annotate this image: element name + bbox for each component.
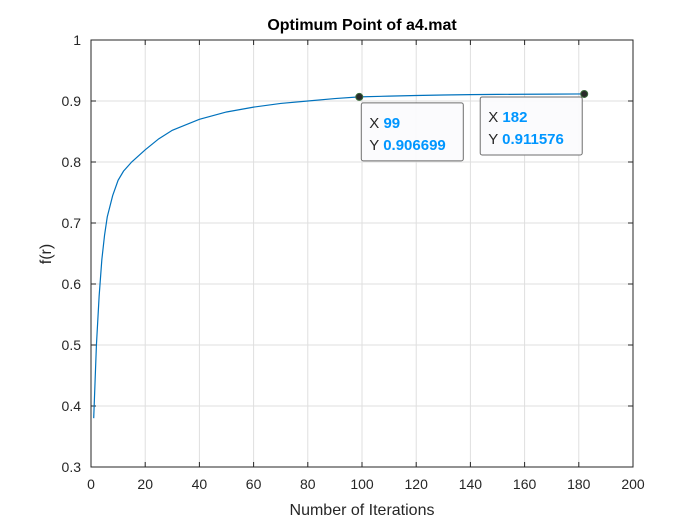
datatip-x-row: X 182 <box>488 109 527 126</box>
x-tick-label: 120 <box>405 476 429 492</box>
x-tick-label: 180 <box>567 476 591 492</box>
datatip-marker[interactable] <box>580 89 589 98</box>
chart-title: Optimum Point of a4.mat <box>267 17 457 34</box>
datatip-box <box>479 96 583 156</box>
datatip-marker[interactable] <box>355 92 364 101</box>
y-tick-label: 0.5 <box>62 337 82 353</box>
y-tick-label: 0.3 <box>62 459 82 475</box>
x-tick-label: 160 <box>513 476 537 492</box>
series-line[interactable] <box>93 93 585 419</box>
datatip-y-value: 0.906699 <box>383 137 446 154</box>
y-tick-label: 0.7 <box>62 215 82 231</box>
datatip-y-row: Y 0.906699 <box>369 137 445 154</box>
datatip-x-key: X <box>369 115 383 132</box>
datatip-x-value: 182 <box>502 109 527 126</box>
y-tick-label: 0.9 <box>62 93 82 109</box>
y-axis-ticks: 0.3 0.4 0.5 0.6 0.7 0.8 0.9 1 <box>62 32 633 475</box>
x-tick-label: 100 <box>350 476 374 492</box>
x-axis-label: Number of Iterations <box>290 502 435 519</box>
x-tick-label: 60 <box>246 476 262 492</box>
datatip-y-key: Y <box>369 137 383 154</box>
x-tick-label: 140 <box>459 476 483 492</box>
y-tick-label: 0.6 <box>62 276 82 292</box>
datatip-y-key: Y <box>488 131 502 148</box>
datatip-x-row: X 99 <box>369 115 400 132</box>
series-layer <box>93 93 585 419</box>
y-axis-label: f(r) <box>38 244 55 264</box>
y-tick-label: 0.8 <box>62 154 82 170</box>
datatip-y-value: 0.911576 <box>502 131 564 148</box>
datatip-box <box>360 102 464 162</box>
x-tick-label: 80 <box>300 476 316 492</box>
datatip-x-value: 99 <box>383 115 400 132</box>
y-tick-label: 1 <box>73 32 81 48</box>
datatip-x-key: X <box>488 109 502 126</box>
datatip-y-row: Y 0.911576 <box>488 131 564 148</box>
y-tick-label: 0.4 <box>62 398 82 414</box>
x-tick-label: 40 <box>192 476 208 492</box>
x-tick-label: 200 <box>621 476 645 492</box>
x-tick-label: 20 <box>137 476 153 492</box>
datatip[interactable]: X 99Y 0.906699 <box>355 92 464 162</box>
x-axis-ticks: 0 20 40 60 80 100 120 140 160 180 200 <box>87 40 645 492</box>
x-tick-label: 0 <box>87 476 95 492</box>
